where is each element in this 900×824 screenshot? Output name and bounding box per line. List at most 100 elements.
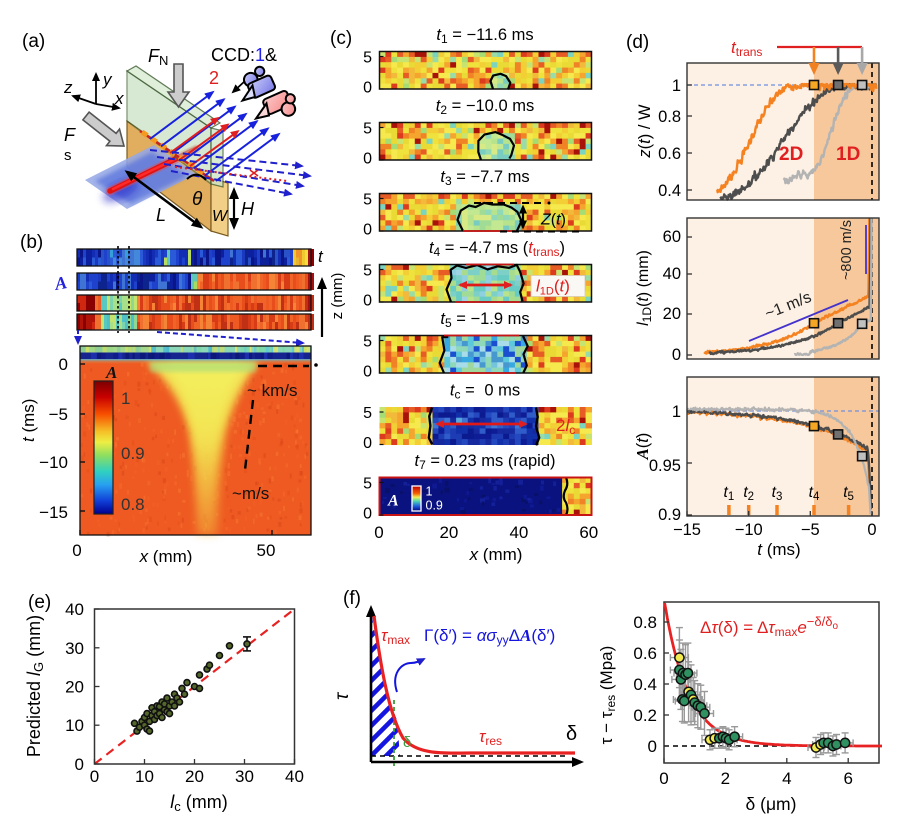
svg-text:Z(t): Z(t) bbox=[540, 212, 566, 229]
svg-text:(c): (c) bbox=[330, 28, 352, 49]
svg-text:0: 0 bbox=[72, 541, 81, 560]
svg-text:0: 0 bbox=[363, 80, 372, 97]
svg-text:5: 5 bbox=[363, 263, 372, 280]
svg-text:x (mm): x (mm) bbox=[139, 547, 193, 566]
svg-text:20: 20 bbox=[65, 678, 84, 697]
svg-text:0.95: 0.95 bbox=[649, 457, 681, 475]
svg-text:20: 20 bbox=[663, 305, 681, 323]
svg-text:−15: −15 bbox=[39, 503, 68, 522]
svg-text:A(t): A(t) bbox=[633, 433, 652, 461]
svg-text:1: 1 bbox=[672, 77, 681, 95]
svg-text:0: 0 bbox=[659, 769, 668, 788]
svg-text:τmax: τmax bbox=[381, 626, 410, 647]
svg-text:Predicted lG (mm): Predicted lG (mm) bbox=[24, 615, 46, 757]
svg-text:FN: FN bbox=[148, 46, 168, 68]
svg-text:τ: τ bbox=[332, 691, 353, 700]
svg-text:0.8: 0.8 bbox=[121, 495, 145, 514]
svg-text:~800 m/s: ~800 m/s bbox=[839, 220, 855, 280]
svg-text:10: 10 bbox=[135, 767, 154, 786]
svg-text:−15: −15 bbox=[673, 521, 701, 539]
svg-text:0.9: 0.9 bbox=[121, 444, 145, 463]
svg-text:0: 0 bbox=[867, 521, 876, 539]
svg-text:5: 5 bbox=[363, 50, 372, 67]
svg-text:CCD:1&: CCD:1& bbox=[211, 45, 277, 65]
svg-text:30: 30 bbox=[235, 767, 254, 786]
svg-text:τ − τres (Mpa): τ − τres (Mpa) bbox=[597, 646, 618, 745]
svg-text:l1D(t) (mm): l1D(t) (mm) bbox=[635, 250, 654, 326]
svg-text:2D: 2D bbox=[779, 144, 803, 165]
svg-text:2: 2 bbox=[209, 68, 219, 88]
svg-text:5: 5 bbox=[363, 121, 372, 138]
svg-text:0: 0 bbox=[363, 435, 372, 452]
svg-text:t (ms): t (ms) bbox=[19, 399, 38, 442]
svg-text:2: 2 bbox=[721, 769, 730, 788]
svg-text:0.4: 0.4 bbox=[658, 182, 681, 200]
svg-text:5: 5 bbox=[363, 405, 372, 422]
svg-text:θ: θ bbox=[192, 189, 203, 210]
svg-text:t2 = −10.0 ms: t2 = −10.0 ms bbox=[436, 97, 534, 117]
svg-text:t4 = −4.7 ms (ttrans): t4 = −4.7 ms (ttrans) bbox=[429, 239, 565, 259]
svg-text:0.9: 0.9 bbox=[426, 499, 443, 513]
svg-text:z (mm): z (mm) bbox=[329, 273, 346, 320]
svg-text:A: A bbox=[105, 363, 117, 382]
svg-text:t: t bbox=[318, 247, 324, 266]
svg-text:60: 60 bbox=[579, 523, 598, 542]
svg-text:−10: −10 bbox=[735, 521, 763, 539]
svg-text:t4: t4 bbox=[809, 484, 820, 503]
svg-text:0: 0 bbox=[75, 755, 84, 774]
svg-text:30: 30 bbox=[65, 639, 84, 658]
svg-text:1: 1 bbox=[672, 403, 681, 421]
svg-text:t3 = −7.7 ms: t3 = −7.7 ms bbox=[440, 168, 529, 188]
svg-text:t3: t3 bbox=[772, 484, 783, 503]
svg-text:0.6: 0.6 bbox=[658, 145, 681, 163]
svg-text:t1 = −11.6 ms: t1 = −11.6 ms bbox=[436, 26, 533, 46]
svg-text:10: 10 bbox=[65, 716, 84, 735]
svg-text:t7 = 0.23 ms (rapid): t7 = 0.23 ms (rapid) bbox=[414, 452, 555, 472]
svg-text:0: 0 bbox=[363, 151, 372, 168]
svg-text:0: 0 bbox=[363, 364, 372, 381]
svg-text:t5 = −1.9 ms: t5 = −1.9 ms bbox=[440, 310, 529, 330]
svg-text:H: H bbox=[241, 199, 255, 219]
svg-text:x (mm): x (mm) bbox=[469, 545, 523, 564]
svg-text:(a): (a) bbox=[22, 31, 45, 52]
svg-text:F: F bbox=[64, 125, 76, 145]
svg-text:L: L bbox=[156, 205, 166, 225]
svg-text:0.9: 0.9 bbox=[658, 506, 681, 524]
svg-text:0.2: 0.2 bbox=[633, 706, 657, 725]
svg-text:t (ms): t (ms) bbox=[757, 540, 800, 559]
svg-text:~m/s: ~m/s bbox=[232, 484, 269, 503]
svg-text:0.8: 0.8 bbox=[658, 108, 681, 126]
svg-text:5: 5 bbox=[363, 476, 372, 493]
svg-text:A: A bbox=[387, 493, 399, 510]
svg-text:(d): (d) bbox=[626, 32, 649, 53]
svg-text:0: 0 bbox=[648, 737, 657, 756]
svg-text:1: 1 bbox=[121, 389, 130, 408]
svg-text:δ: δ bbox=[566, 723, 577, 745]
svg-text:lc (mm): lc (mm) bbox=[170, 792, 227, 814]
svg-text:z(t) / W: z(t) / W bbox=[636, 104, 654, 159]
svg-text:40: 40 bbox=[663, 265, 681, 283]
svg-text:−5: −5 bbox=[801, 521, 820, 539]
svg-text:20: 20 bbox=[439, 523, 458, 542]
svg-text:tc = 0 ms: tc = 0 ms bbox=[450, 382, 520, 402]
svg-text:z: z bbox=[63, 78, 73, 97]
svg-text:s: s bbox=[64, 147, 72, 164]
svg-text:20: 20 bbox=[185, 767, 204, 786]
svg-text:1D: 1D bbox=[836, 144, 860, 165]
svg-text:W: W bbox=[212, 208, 229, 225]
svg-text:40: 40 bbox=[285, 767, 304, 786]
svg-text:0: 0 bbox=[363, 293, 372, 310]
svg-text:0: 0 bbox=[363, 222, 372, 239]
svg-text:δ (μm): δ (μm) bbox=[746, 794, 797, 814]
svg-text:A: A bbox=[52, 272, 68, 294]
svg-text:0: 0 bbox=[672, 346, 681, 364]
svg-text:t1: t1 bbox=[724, 484, 735, 503]
svg-text:~ km/s: ~ km/s bbox=[247, 381, 298, 400]
svg-text:0: 0 bbox=[90, 767, 99, 786]
svg-text:5: 5 bbox=[363, 334, 372, 351]
svg-text:4: 4 bbox=[782, 769, 791, 788]
svg-text:0: 0 bbox=[59, 355, 68, 374]
svg-text:0.4: 0.4 bbox=[633, 675, 657, 694]
svg-text:40: 40 bbox=[65, 600, 84, 619]
svg-text:t2: t2 bbox=[743, 484, 754, 503]
